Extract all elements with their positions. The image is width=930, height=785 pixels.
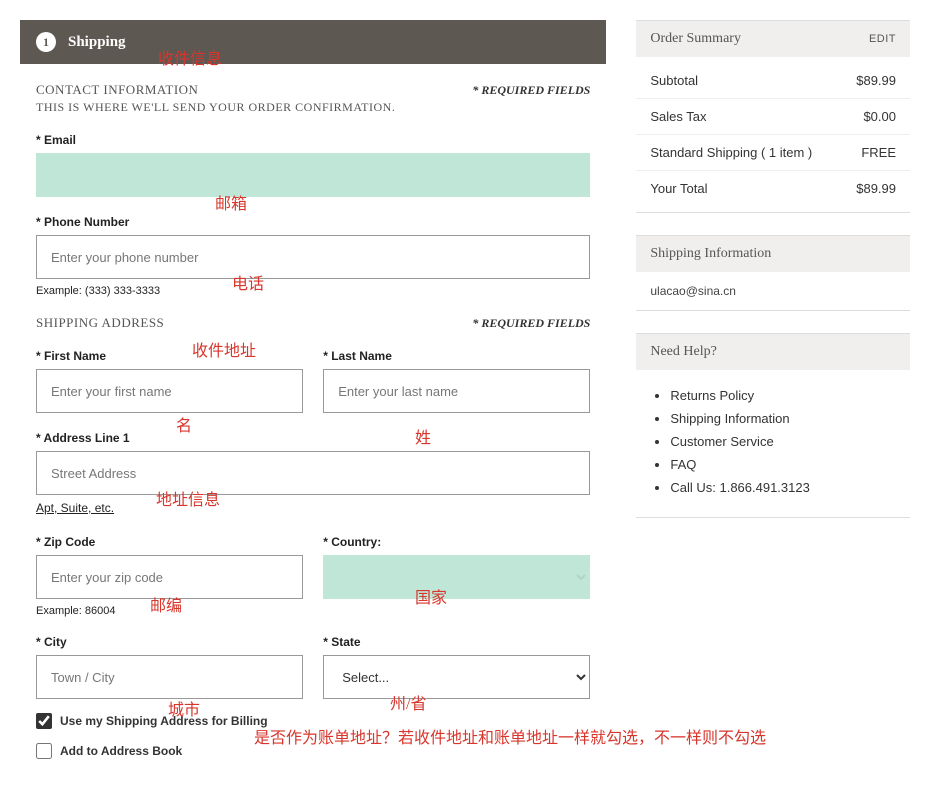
add-to-address-book-label: Add to Address Book	[60, 744, 182, 758]
zip-hint: Example: 86004	[36, 605, 303, 617]
help-link[interactable]: FAQ	[670, 453, 896, 476]
summary-row: Your Total$89.99	[636, 170, 910, 206]
help-link[interactable]: Call Us: 1.866.491.3123	[670, 476, 896, 499]
summary-row: Subtotal$89.99	[636, 63, 910, 98]
use-shipping-for-billing-checkbox[interactable]	[36, 713, 52, 729]
state-select[interactable]: Select...	[323, 655, 590, 699]
email-label: * Email	[36, 133, 590, 147]
shipping-info-title: Shipping Information	[650, 246, 771, 262]
help-link[interactable]: Returns Policy	[670, 384, 896, 407]
phone-input[interactable]	[36, 235, 590, 279]
add-to-address-book-checkbox[interactable]	[36, 743, 52, 759]
phone-hint: Example: (333) 333-3333	[36, 285, 590, 297]
contact-info-title: CONTACT INFORMATION	[36, 82, 395, 98]
first-name-label: * First Name	[36, 349, 303, 363]
email-input[interactable]	[36, 153, 590, 197]
order-summary-panel: Order Summary EDIT Subtotal$89.99 Sales …	[636, 20, 910, 213]
address1-label: * Address Line 1	[36, 431, 590, 445]
contact-info-subtitle: THIS IS WHERE WE'LL SEND YOUR ORDER CONF…	[36, 100, 395, 115]
shipping-info-panel: Shipping Information ulacao@sina.cn	[636, 235, 910, 311]
last-name-label: * Last Name	[323, 349, 590, 363]
help-link[interactable]: Shipping Information	[670, 407, 896, 430]
need-help-panel: Need Help? Returns Policy Shipping Infor…	[636, 333, 910, 518]
summary-row: Sales Tax$0.00	[636, 98, 910, 134]
country-select[interactable]	[323, 555, 590, 599]
help-link[interactable]: Customer Service	[670, 430, 896, 453]
first-name-input[interactable]	[36, 369, 303, 413]
step-number: 1	[36, 32, 56, 52]
zip-input[interactable]	[36, 555, 303, 599]
apt-suite-link[interactable]: Apt, Suite, etc.	[36, 501, 114, 515]
shipping-step-header: 1 Shipping	[20, 20, 606, 64]
shipping-address-title: SHIPPING ADDRESS	[36, 315, 164, 331]
use-shipping-for-billing-label: Use my Shipping Address for Billing	[60, 714, 268, 728]
step-title: Shipping	[68, 34, 126, 51]
city-label: * City	[36, 635, 303, 649]
need-help-title: Need Help?	[650, 344, 716, 360]
city-input[interactable]	[36, 655, 303, 699]
state-label: * State	[323, 635, 590, 649]
required-fields-label-2: * REQUIRED FIELDS	[472, 316, 590, 331]
summary-rows: Subtotal$89.99 Sales Tax$0.00 Standard S…	[636, 57, 910, 212]
last-name-input[interactable]	[323, 369, 590, 413]
edit-order-link[interactable]: EDIT	[869, 33, 896, 45]
country-label: * Country:	[323, 535, 590, 549]
zip-label: * Zip Code	[36, 535, 303, 549]
order-summary-title: Order Summary	[650, 31, 741, 47]
summary-row: Standard Shipping ( 1 item )FREE	[636, 134, 910, 170]
address1-input[interactable]	[36, 451, 590, 495]
phone-label: * Phone Number	[36, 215, 590, 229]
shipping-info-email: ulacao@sina.cn	[636, 272, 910, 310]
required-fields-label: * REQUIRED FIELDS	[472, 83, 590, 98]
